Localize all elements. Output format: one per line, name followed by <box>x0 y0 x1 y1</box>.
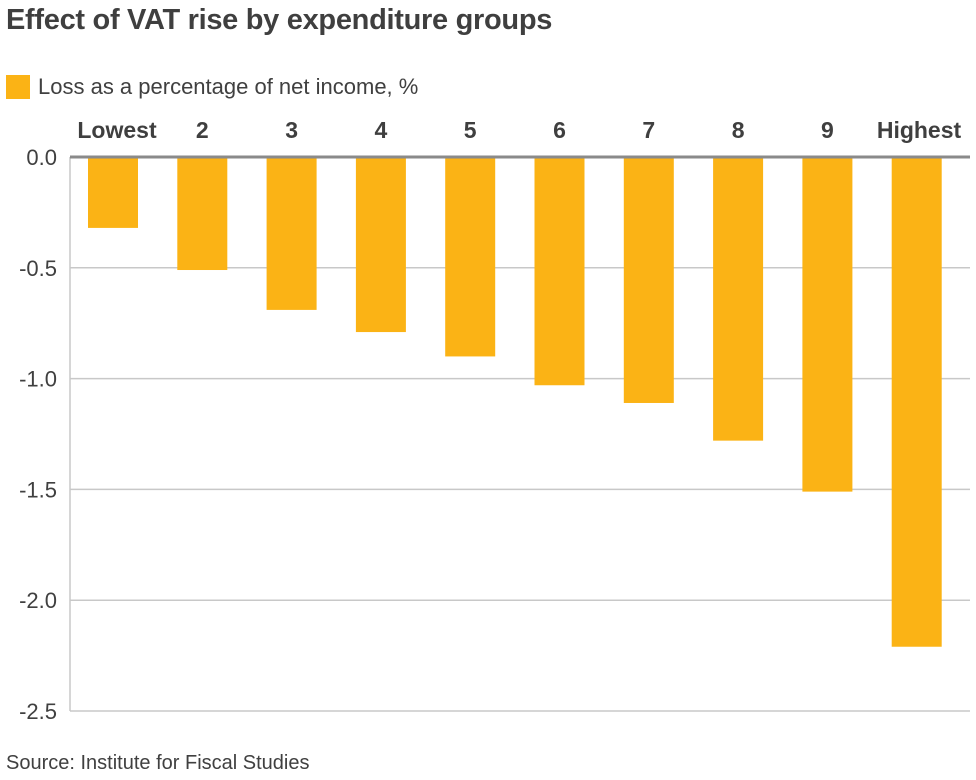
x-tick-label: 7 <box>642 117 655 143</box>
bar-9 <box>802 157 853 492</box>
x-tick-label: 8 <box>732 117 745 143</box>
legend: Loss as a percentage of net income, % <box>6 74 418 100</box>
x-tick-label: 9 <box>821 117 834 143</box>
x-tick-label: 3 <box>285 117 298 143</box>
bar-5 <box>445 157 496 357</box>
y-tick-label: 0.0 <box>26 145 57 170</box>
y-tick-label: -2.0 <box>19 588 57 613</box>
x-tick-label: Lowest <box>77 117 157 143</box>
bar-3 <box>266 157 317 310</box>
y-tick-label: -2.5 <box>19 699 57 724</box>
chart-title: Effect of VAT rise by expenditure groups <box>6 4 553 36</box>
bar-4 <box>355 157 406 333</box>
bar-6 <box>534 157 585 386</box>
y-tick-label: -0.5 <box>19 256 57 281</box>
legend-swatch <box>6 75 30 99</box>
x-tick-label: Highest <box>877 117 962 143</box>
x-tick-label: 5 <box>464 117 477 143</box>
y-tick-label: -1.5 <box>19 477 57 502</box>
legend-label: Loss as a percentage of net income, % <box>38 74 419 99</box>
bar-8 <box>713 157 764 441</box>
x-tick-label: 2 <box>196 117 209 143</box>
x-tick-label: 6 <box>553 117 566 143</box>
source-note: Source: Institute for Fiscal Studies <box>6 752 310 774</box>
x-tick-label: 4 <box>375 117 388 143</box>
bar-lowest <box>88 157 138 228</box>
y-tick-label: -1.0 <box>19 367 57 392</box>
bar-7 <box>623 157 674 403</box>
bar-2 <box>177 157 228 271</box>
bar-highest <box>891 157 942 647</box>
